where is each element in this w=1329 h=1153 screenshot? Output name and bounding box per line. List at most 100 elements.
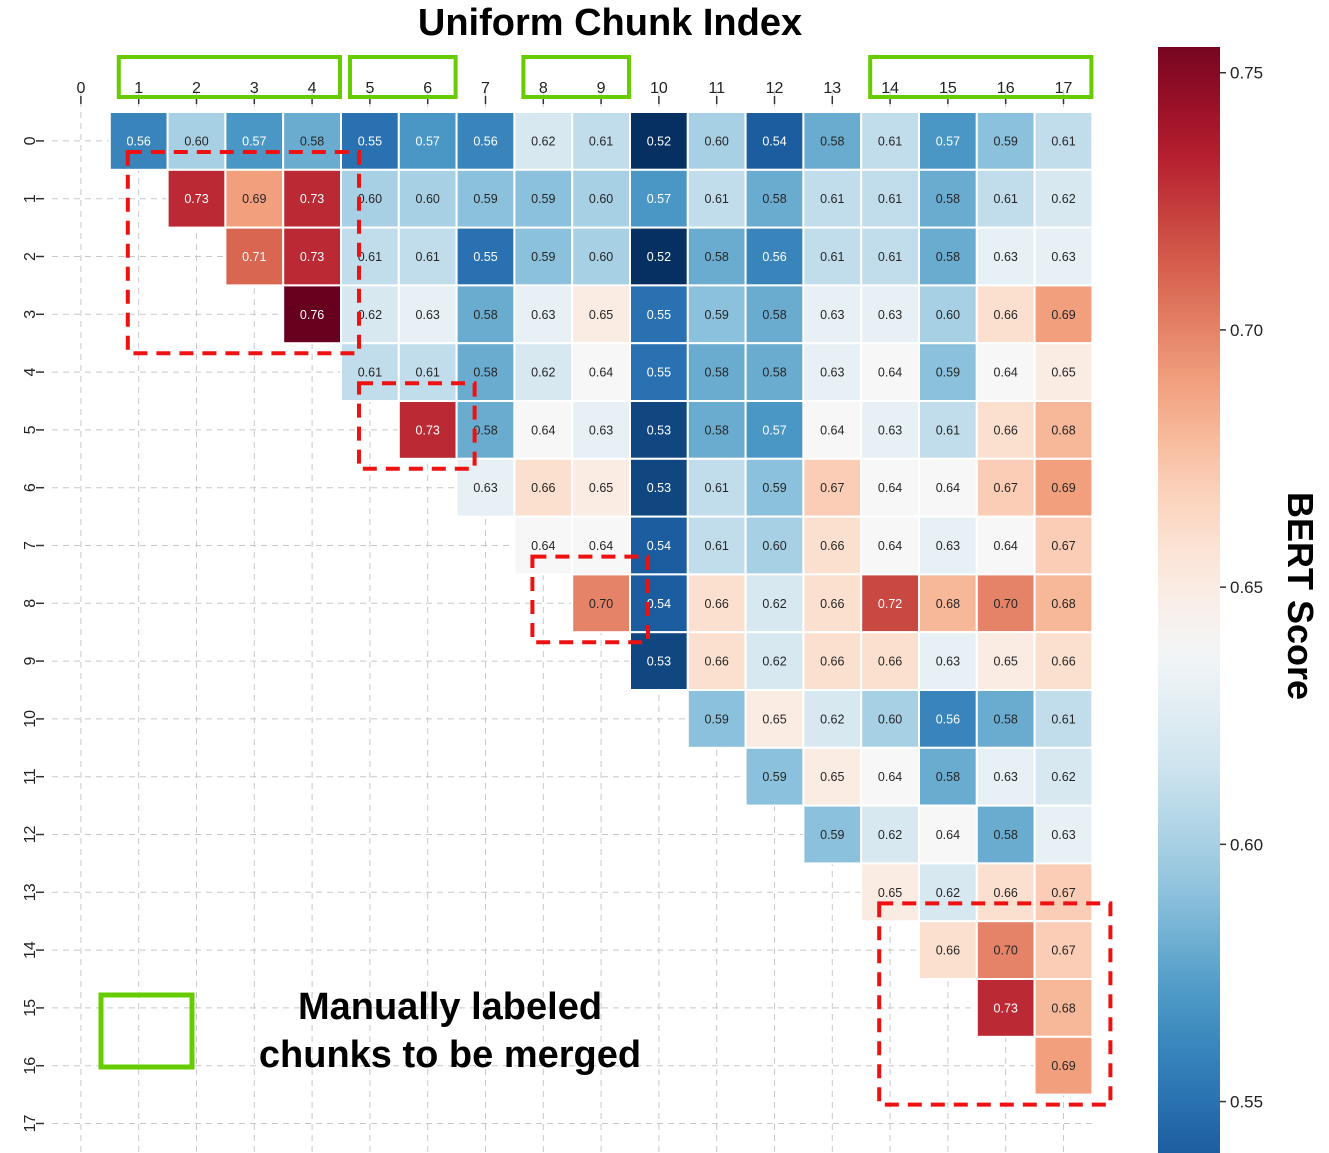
legend-text: Manually labeled chunks to be merged [215,983,685,1079]
cell-value-label: 0.67 [820,481,844,495]
heatmap-cell [860,746,921,807]
x-tick-label: 12 [766,80,784,97]
cell-value-label: 0.63 [416,308,440,322]
colorbar-tick-label: 0.75 [1230,64,1263,83]
cell-value-label: 0.61 [416,366,440,380]
heatmap-cell [282,284,343,345]
x-tick-label: 15 [939,80,957,97]
heatmap-cell [802,226,863,287]
heatmap-cell [455,342,516,403]
cell-value-label: 0.58 [705,366,729,380]
cell-value-label: 0.67 [1051,539,1075,553]
cell-value-label: 0.71 [242,250,266,264]
x-tick-label: 14 [881,80,899,97]
cell-value-label: 0.63 [820,308,844,322]
cell-value-label: 0.61 [936,423,960,437]
cell-value-label: 0.54 [647,539,671,553]
cell-value-label: 0.58 [936,250,960,264]
colorbar-tick-label: 0.60 [1230,835,1263,854]
cell-value-label: 0.62 [358,308,382,322]
cell-value-label: 0.57 [936,134,960,148]
heatmap-cell [1033,457,1094,518]
cell-value-label: 0.59 [820,828,844,842]
legend-box [98,992,195,1070]
cell-value-label: 0.61 [878,250,902,264]
heatmap-cell [455,111,516,171]
cell-value-label: 0.76 [300,308,324,322]
cell-value-label: 0.61 [994,192,1018,206]
heatmap-cell [571,515,632,576]
y-tick-label: 7 [22,541,39,550]
y-tick-label: 2 [22,252,39,261]
cell-value-label: 0.55 [473,250,497,264]
cell-value-label: 0.66 [705,655,729,669]
cell-value-label: 0.59 [531,192,555,206]
heatmap-cell [1033,226,1094,287]
cell-value-label: 0.68 [1051,423,1075,437]
cell-value-label: 0.73 [300,192,324,206]
heatmap-cell [397,284,458,345]
cell-value-label: 0.53 [647,481,671,495]
x-tick-label: 3 [250,80,259,97]
x-tick-label: 9 [597,80,606,97]
heatmap-cell [975,168,1036,229]
heatmap-cell [686,573,747,634]
heatmap-cell [860,284,921,345]
cell-value-label: 0.69 [1051,308,1075,322]
y-tick-label: 4 [22,368,39,377]
cell-value-label: 0.66 [820,655,844,669]
cell-value-label: 0.64 [589,366,613,380]
cell-value-label: 0.65 [820,770,844,784]
cell-value-label: 0.56 [936,712,960,726]
cell-value-label: 0.60 [762,539,786,553]
heatmap-cell [860,804,921,865]
cell-value-label: 0.64 [994,539,1018,553]
cell-value-label: 0.59 [705,308,729,322]
cell-value-label: 0.66 [705,597,729,611]
merge-group-box [116,55,342,99]
cell-value-label: 0.73 [416,423,440,437]
cell-value-label: 0.73 [300,250,324,264]
cell-value-label: 0.62 [762,597,786,611]
heatmap-cell [282,111,343,171]
heatmap-cell [513,168,574,229]
heatmap-cell [455,400,516,460]
cell-value-label: 0.61 [705,539,729,553]
cell-value-label: 0.61 [820,192,844,206]
cell-value-label: 0.61 [878,134,902,148]
x-tick-label: 8 [539,80,548,97]
y-tick-label: 10 [22,710,39,728]
heatmap-cell [397,400,458,460]
heatmap-cell [802,689,863,749]
similarity-region-box [530,554,651,645]
cell-value-label: 0.60 [589,250,613,264]
heatmap-cell [629,284,689,345]
cell-value-label: 0.57 [647,192,671,206]
y-tick-label: 3 [22,310,39,319]
chart-title: Uniform Chunk Index [417,2,803,44]
cell-value-label: 0.59 [762,481,786,495]
cell-value-label: 0.60 [878,712,902,726]
heatmap-cell [513,342,574,403]
cell-value-label: 0.62 [531,134,555,148]
cell-value-label: 0.61 [705,192,729,206]
cell-value-label: 0.53 [647,655,671,669]
x-tick-label: 17 [1055,80,1073,97]
heatmap-cell [860,168,921,229]
x-tick-label: 7 [481,80,490,97]
cell-value-label: 0.64 [878,481,902,495]
cell-value-label: 0.62 [1051,192,1075,206]
heatmap-cell [571,111,632,171]
heatmap-cell [571,226,632,287]
cell-value-label: 0.63 [936,655,960,669]
cell-value-label: 0.58 [994,828,1018,842]
cell-value-label: 0.61 [1051,134,1075,148]
cell-value-label: 0.61 [705,481,729,495]
heatmap-cell [918,804,978,865]
cell-value-label: 0.64 [878,770,902,784]
cell-value-label: 0.59 [994,134,1018,148]
cell-value-label: 0.63 [994,770,1018,784]
cell-value-label: 0.66 [994,886,1018,900]
cell-value-label: 0.65 [762,712,786,726]
